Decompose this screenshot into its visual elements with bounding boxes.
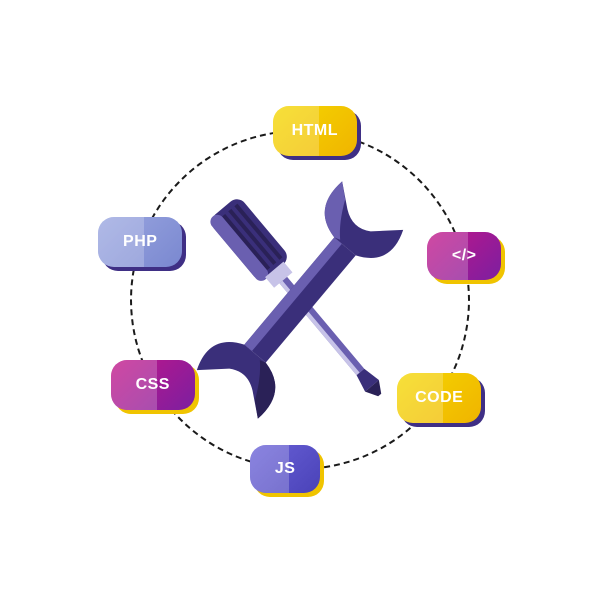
badge-label-php: PHP (123, 233, 157, 251)
badge-css: CSS (111, 360, 195, 410)
wrench-screwdriver-icon (170, 170, 430, 430)
badge-label-css: CSS (136, 376, 170, 394)
badge-php: PHP (98, 217, 182, 267)
badge-html: HTML (273, 106, 357, 156)
badge-code: CODE (397, 373, 481, 423)
infographic-canvas: HTML </> CODE JS CSS PHP (90, 90, 510, 510)
badge-label-html: HTML (292, 122, 338, 140)
badge-label-code: CODE (415, 389, 463, 407)
badge-code-tag: </> (427, 232, 501, 280)
badge-label-js: JS (275, 460, 296, 478)
badge-js: JS (250, 445, 320, 493)
badge-label-code-tag: </> (452, 247, 477, 265)
